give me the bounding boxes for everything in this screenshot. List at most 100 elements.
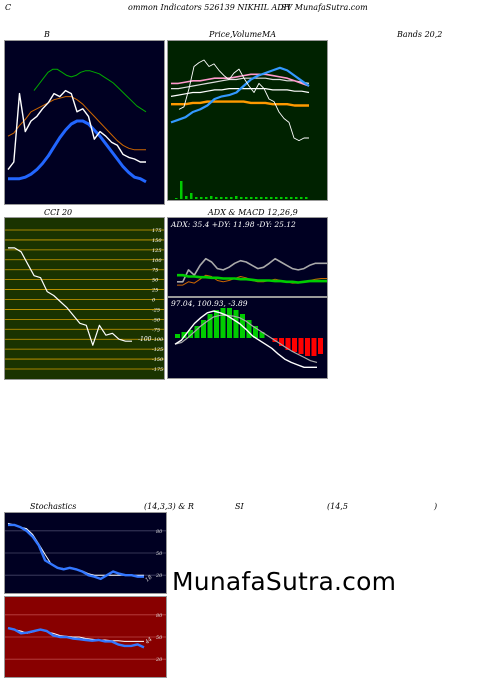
rsi-tick-label: 80 bbox=[156, 613, 163, 619]
cci-tick-label: -175 bbox=[152, 367, 163, 373]
stoch-panel: 80 50 20 18 bbox=[4, 512, 167, 594]
adx-label: ADX: 35.4 +DY: 11.98 -DY: 25.12 bbox=[170, 220, 296, 229]
volume-bar bbox=[195, 197, 198, 199]
cci-tick-label: -125 bbox=[152, 347, 163, 353]
volume-bar bbox=[220, 197, 223, 199]
volume-bar bbox=[180, 181, 183, 199]
volume-bar bbox=[260, 197, 263, 199]
adx-minus-di-line bbox=[177, 257, 327, 283]
ma-line-5 bbox=[171, 100, 309, 107]
volume-bar bbox=[190, 193, 193, 199]
volume-bar bbox=[280, 197, 283, 199]
price-panel bbox=[167, 40, 328, 201]
ma-line-3 bbox=[171, 77, 310, 90]
macd-histogram-bar bbox=[233, 310, 239, 338]
header-text-2: ommon Indicators 526139 NIKHIL ADH bbox=[128, 3, 291, 12]
volume-bar bbox=[255, 197, 258, 199]
rsi-line bbox=[7, 626, 145, 649]
rsi-title: SI bbox=[235, 502, 244, 511]
bollinger-title: B bbox=[44, 30, 50, 39]
cci-tick-label: 100 bbox=[152, 258, 162, 264]
cci-tick-label: -150 bbox=[152, 357, 164, 363]
macd-histogram-bar bbox=[292, 338, 297, 352]
volume-bar bbox=[275, 197, 278, 199]
macd-histogram-bar bbox=[207, 314, 213, 338]
volume-bar bbox=[225, 197, 228, 199]
macd-histogram-bar bbox=[220, 308, 226, 338]
cci-tick-label: 125 bbox=[152, 248, 162, 254]
cci-line bbox=[8, 247, 132, 346]
stoch-k-line bbox=[8, 523, 144, 581]
watermark: MunafaSutra.com bbox=[172, 567, 397, 596]
ma-line-1 bbox=[170, 66, 310, 124]
bollinger-lower-band bbox=[7, 96, 146, 151]
price-bg bbox=[167, 40, 328, 201]
header-text-3: SV MunafaSutra.com bbox=[281, 3, 368, 12]
macd-histogram-bar bbox=[279, 338, 284, 346]
rsi-tick-label: 50 bbox=[156, 635, 163, 641]
macd-histogram-bar bbox=[214, 310, 219, 338]
adx-panel: ADX: 35.4 +DY: 11.98 -DY: 25.12 bbox=[167, 217, 328, 297]
volume-bar bbox=[285, 197, 288, 199]
volume-bar bbox=[305, 197, 308, 199]
cci-tick-label: -50 bbox=[152, 317, 161, 323]
volume-bar bbox=[265, 197, 268, 199]
volume-bar bbox=[295, 197, 298, 199]
cci-tick-label: -100 bbox=[152, 337, 164, 343]
macd-histogram-bar bbox=[175, 334, 180, 338]
price-title: Price, bbox=[209, 30, 233, 39]
volume-bar bbox=[300, 197, 303, 199]
rsi-close: ) bbox=[434, 502, 438, 511]
cci-panel: 1751501251007550250-25-50-75-100-125-150… bbox=[4, 217, 165, 380]
stoch-params: (14,3,3) & R bbox=[144, 502, 194, 511]
stoch-title: Stochastics bbox=[30, 502, 77, 511]
volume-bar bbox=[290, 197, 293, 199]
cci-tick-label: 175 bbox=[152, 228, 162, 234]
cci-tick-label: -75 bbox=[152, 327, 160, 333]
volume-bar bbox=[200, 197, 203, 199]
volume-bar bbox=[230, 197, 233, 199]
macd-histogram-bar bbox=[201, 320, 206, 338]
volume-bar bbox=[250, 197, 253, 199]
macd-label: 97.04, 100.93, -3.89 bbox=[171, 299, 248, 308]
macd-line bbox=[174, 310, 317, 369]
stoch-tick-label: 50 bbox=[156, 551, 163, 557]
rsi-tick-label: 20 bbox=[155, 657, 163, 663]
rsi-last-value: 44 bbox=[144, 636, 154, 646]
stoch-last-value: 18 bbox=[144, 574, 154, 583]
volume-bar bbox=[245, 197, 248, 199]
volume-bar bbox=[240, 197, 243, 199]
volume-bar bbox=[235, 196, 238, 199]
volume-bar bbox=[185, 196, 188, 199]
price-title-overlap: Volume bbox=[232, 30, 262, 39]
stoch-tick-label: 20 bbox=[155, 573, 163, 579]
ma-line-2 bbox=[171, 73, 310, 87]
macd-panel: 97.04, 100.93, -3.89 bbox=[167, 297, 328, 379]
stoch-tick-label: 80 bbox=[156, 529, 163, 535]
macd-histogram-bar bbox=[259, 332, 265, 338]
volume-bar bbox=[270, 197, 273, 199]
bollinger-middle-band bbox=[8, 119, 147, 184]
macd-histogram-bar bbox=[298, 338, 304, 354]
rsi-params: (14,5 bbox=[327, 502, 348, 511]
bollinger-panel bbox=[4, 40, 165, 205]
macd-histogram-bar bbox=[253, 326, 258, 338]
header-text-1: C bbox=[5, 3, 12, 12]
bollinger-upper-band bbox=[33, 68, 147, 113]
macd-histogram-bar bbox=[246, 320, 252, 338]
cci-title: CCI 20 bbox=[44, 208, 73, 217]
cci-tick-label: 50 bbox=[152, 278, 159, 284]
macd-histogram-bar bbox=[181, 332, 187, 338]
volume-bar bbox=[210, 196, 213, 199]
cci-tick-label: 75 bbox=[152, 268, 158, 274]
cci-tick-label: 150 bbox=[152, 238, 162, 244]
macd-histogram-bar bbox=[285, 338, 291, 350]
ma-title: MA bbox=[262, 30, 276, 39]
macd-histogram-bar bbox=[311, 338, 317, 356]
macd-signal-line bbox=[174, 314, 318, 363]
volume-bar bbox=[175, 198, 178, 199]
adx-macd-title: ADX & MACD 12,26,9 bbox=[208, 208, 298, 217]
bollinger-price-line bbox=[7, 89, 146, 171]
macd-histogram-bar bbox=[194, 326, 200, 338]
macd-histogram-bar bbox=[318, 338, 323, 354]
